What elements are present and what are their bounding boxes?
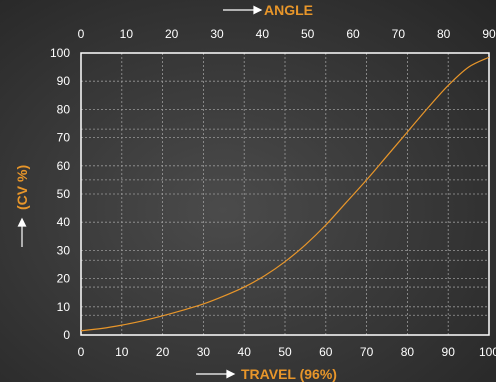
- y-tick-label: 100: [50, 46, 70, 60]
- x-tick-label: 20: [156, 345, 170, 359]
- y-tick-label: 50: [57, 187, 71, 201]
- x2-axis-title: ANGLE: [264, 2, 313, 18]
- x2-tick-label: 90: [482, 27, 496, 41]
- x2-tick-label: 10: [120, 27, 134, 41]
- x-tick-label: 70: [360, 345, 374, 359]
- cv-arrowhead-icon: [19, 219, 26, 226]
- y-tick-labels: 0 10 20 30 40 50 60 70 80 90 100: [50, 46, 70, 342]
- y-axis-title: (CV %): [14, 165, 30, 210]
- y-tick-label: 40: [57, 215, 71, 229]
- x-tick-label: 90: [442, 345, 456, 359]
- x2-tick-labels: 0 10 20 30 40 50 60 70 80 90: [78, 27, 496, 41]
- y-tick-label: 60: [57, 159, 71, 173]
- x-tick-label: 0: [78, 345, 85, 359]
- y-tick-label: 90: [57, 74, 71, 88]
- x-tick-label: 30: [197, 345, 211, 359]
- x2-tick-label: 20: [165, 27, 179, 41]
- grid-layer: [81, 53, 489, 335]
- x2-tick-label: 50: [301, 27, 315, 41]
- y-tick-label: 20: [57, 272, 71, 286]
- y-tick-label: 0: [63, 328, 70, 342]
- y-tick-label: 30: [57, 243, 71, 257]
- x-tick-label: 40: [238, 345, 252, 359]
- x-axis-title: TRAVEL (96%): [241, 366, 337, 382]
- x2-tick-label: 40: [256, 27, 270, 41]
- angle-arrowhead-icon: [254, 7, 261, 14]
- y-tick-label: 10: [57, 300, 71, 314]
- x-tick-labels: 0 10 20 30 40 50 60 70 80 90 100: [78, 345, 496, 359]
- travel-arrowhead-icon: [227, 371, 234, 378]
- x-tick-label: 10: [115, 345, 129, 359]
- x2-tick-label: 30: [210, 27, 224, 41]
- y-tick-label: 80: [57, 102, 71, 116]
- x-tick-label: 50: [278, 345, 292, 359]
- x2-tick-label: 60: [346, 27, 360, 41]
- x-tick-label: 80: [401, 345, 415, 359]
- x2-tick-label: 0: [78, 27, 85, 41]
- x2-tick-label: 80: [437, 27, 451, 41]
- x-tick-label: 60: [319, 345, 333, 359]
- x2-tick-label: 70: [392, 27, 406, 41]
- y-tick-label: 70: [57, 131, 71, 145]
- x-tick-label: 100: [479, 345, 496, 359]
